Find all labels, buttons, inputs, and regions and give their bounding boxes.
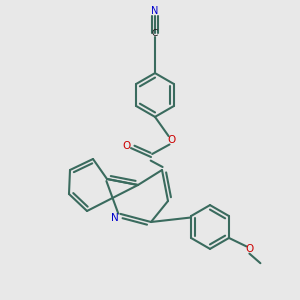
Text: N: N	[151, 6, 159, 16]
Text: C: C	[152, 28, 158, 38]
Text: O: O	[167, 135, 176, 145]
Text: N: N	[110, 213, 118, 224]
Text: O: O	[122, 141, 130, 151]
Text: O: O	[245, 244, 253, 254]
